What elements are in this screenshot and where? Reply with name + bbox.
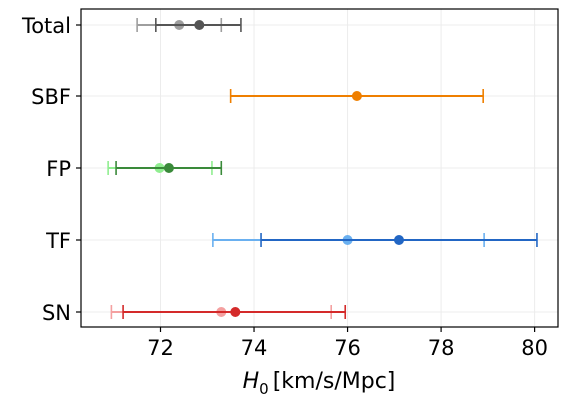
errorbar-sn	[122, 305, 347, 319]
data-point	[351, 91, 362, 101]
y-tick-label: SBF	[31, 85, 71, 109]
x-axis-title: H0 [km/s/Mpc]	[243, 369, 396, 398]
x-tick-label: 80	[521, 336, 548, 360]
errorbar-total	[155, 18, 242, 32]
data-point	[194, 20, 205, 30]
y-tick-label: TF	[45, 229, 71, 253]
x-tick-label: 76	[334, 336, 361, 360]
x-tick-label: 74	[241, 336, 268, 360]
y-tick-label: Total	[21, 14, 71, 38]
x-ticks: 72 74 76 78 80	[147, 327, 548, 360]
data-point	[230, 307, 241, 317]
error-bars	[107, 18, 538, 319]
data-point	[163, 163, 174, 173]
errorbar-sbf	[229, 89, 484, 103]
y-ticks: Total SBF FP TF SN	[21, 14, 81, 325]
y-tick-label: FP	[46, 157, 71, 181]
errorbar-tf	[260, 233, 538, 247]
errorbar-fp	[115, 161, 223, 175]
y-tick-label: SN	[42, 301, 71, 325]
x-tick-label: 72	[147, 336, 174, 360]
data-point	[394, 235, 404, 245]
x-tick-label: 78	[428, 336, 455, 360]
